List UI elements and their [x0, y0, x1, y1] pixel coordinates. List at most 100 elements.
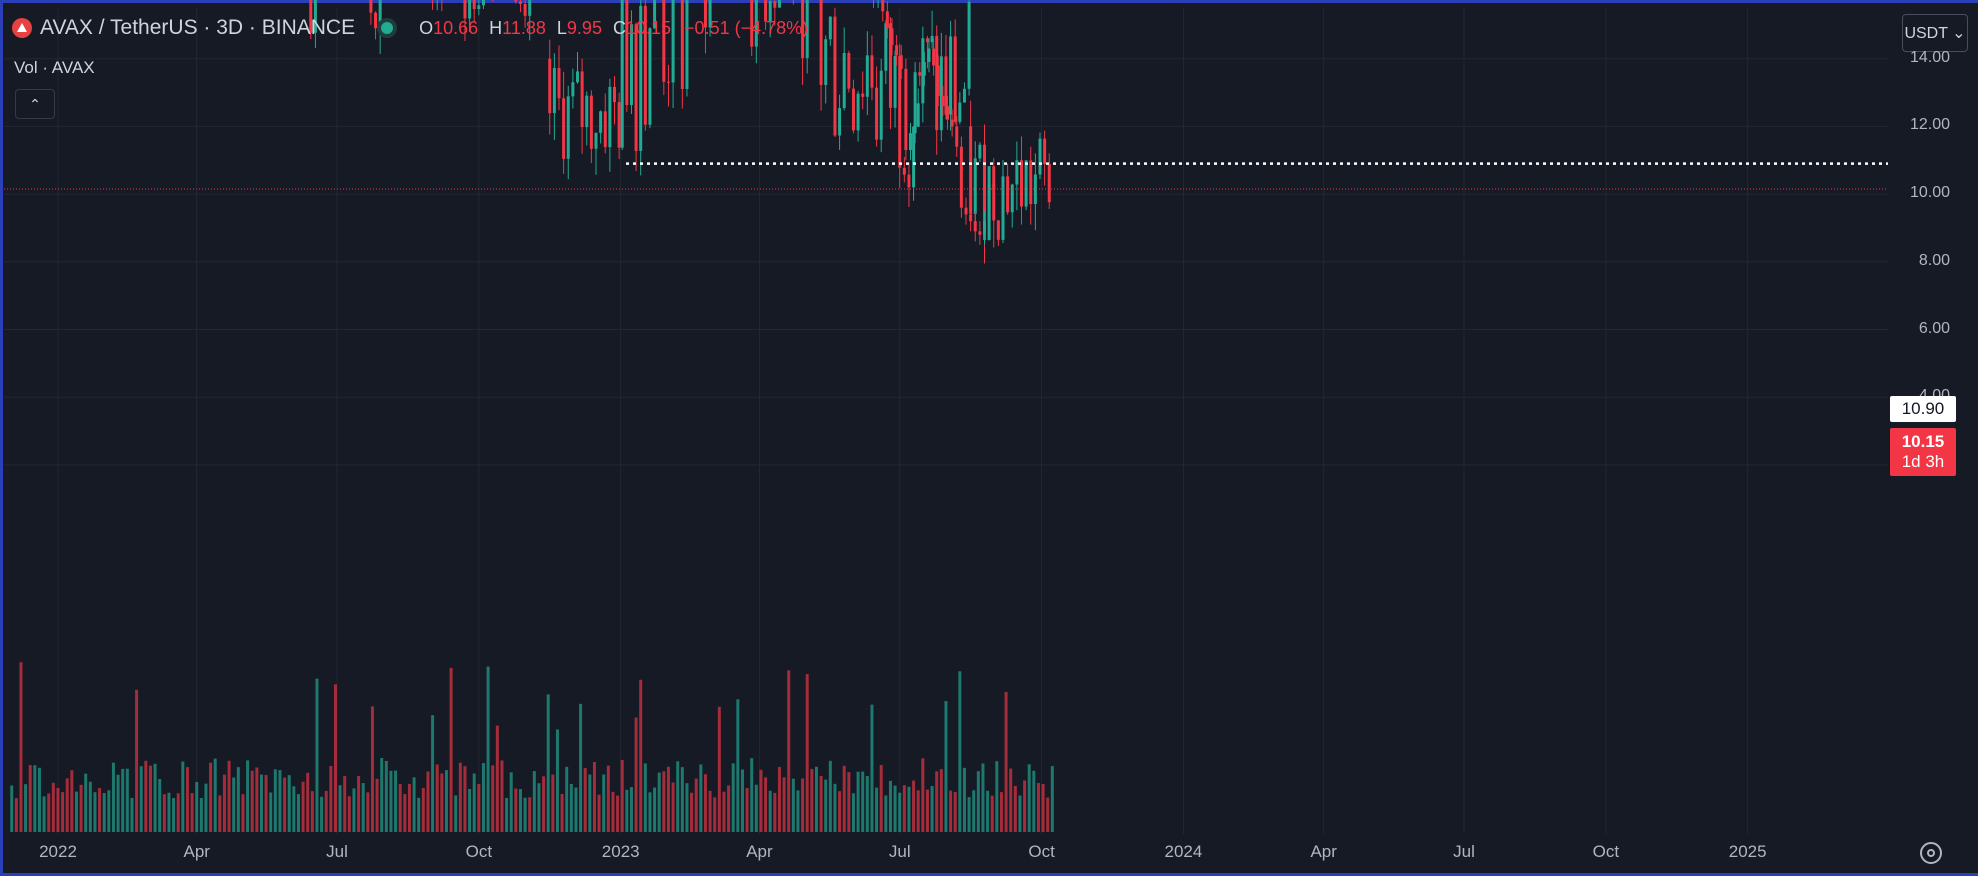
- candle-body: [879, 70, 883, 140]
- symbol-title[interactable]: AVAX / TetherUS · 3D · BINANCE: [40, 16, 356, 39]
- volume-bar: [671, 782, 675, 832]
- volume-bar: [366, 792, 370, 832]
- volume-bar: [153, 763, 157, 832]
- settings-icon[interactable]: [1920, 842, 1942, 864]
- volume-bar: [759, 769, 763, 832]
- volume-bar: [176, 793, 180, 832]
- candle-body: [847, 52, 851, 89]
- volume-bar: [306, 772, 310, 832]
- volume-bar: [435, 764, 439, 832]
- candle-body: [875, 87, 879, 140]
- chevron-up-icon: ⌃: [29, 95, 41, 112]
- candle-body: [953, 36, 957, 122]
- candle-body: [1001, 176, 1005, 240]
- candle-body: [528, 0, 532, 16]
- volume-bar: [287, 775, 291, 832]
- candle-body: [477, 5, 481, 9]
- volume-bar: [357, 776, 361, 832]
- volume-bar: [1041, 784, 1045, 832]
- volume-bar: [65, 778, 69, 832]
- candle-body: [634, 24, 638, 151]
- volume-bar: [986, 790, 990, 832]
- candle-body: [819, 0, 823, 85]
- volume-bar: [190, 793, 194, 832]
- candle-body: [992, 183, 996, 190]
- volume-bar: [514, 788, 518, 832]
- volume-bar: [463, 766, 467, 832]
- time-tick-label: Apr: [1310, 842, 1337, 861]
- volume-bar: [722, 791, 726, 832]
- volume-bar: [579, 703, 583, 832]
- volume-bar: [606, 765, 610, 832]
- candle-body: [927, 48, 931, 63]
- candle-body: [930, 35, 934, 43]
- volume-bar: [796, 790, 800, 832]
- candle-body: [805, 0, 809, 58]
- volume-bar: [750, 758, 754, 832]
- volume-bar: [935, 771, 939, 832]
- volume-bar: [717, 706, 721, 832]
- volume-bar: [555, 729, 559, 832]
- candle-body: [589, 95, 593, 149]
- bar-countdown: 1d 3h: [1901, 452, 1945, 471]
- volume-bar: [851, 793, 855, 832]
- volume-bar: [28, 765, 32, 832]
- collapse-legend-button[interactable]: ⌃: [15, 89, 55, 119]
- candle-body: [967, 1, 971, 89]
- volume-bar: [403, 794, 407, 832]
- volume-legend[interactable]: Vol · AVAX: [14, 58, 95, 77]
- volume-bar: [42, 796, 46, 832]
- volume-bar: [833, 783, 837, 832]
- candle-body: [1010, 184, 1014, 213]
- avax-logo-icon: [12, 18, 32, 38]
- candle-body: [603, 111, 607, 148]
- candle-body: [824, 39, 828, 85]
- volume-bar: [222, 774, 226, 832]
- candle-body: [865, 55, 869, 97]
- volume-bar: [953, 792, 957, 832]
- volume-bar: [611, 791, 615, 832]
- candle-body: [613, 86, 616, 103]
- volume-bar: [939, 769, 943, 832]
- volume-bar: [791, 778, 795, 832]
- volume-bar: [523, 797, 527, 832]
- volume-bar: [805, 674, 809, 832]
- candle-body: [888, 23, 892, 108]
- volume-bar: [542, 776, 546, 832]
- volume-bar: [273, 769, 277, 832]
- candle-body: [899, 55, 903, 69]
- time-tick-label: Oct: [1592, 842, 1620, 861]
- candle-body: [904, 68, 908, 151]
- candle-body: [708, 0, 712, 28]
- volume-bar: [801, 778, 805, 832]
- candle-body: [918, 72, 922, 76]
- candle-body: [580, 71, 584, 128]
- volume-bar: [135, 689, 139, 832]
- volume-bar: [505, 797, 509, 832]
- candle-body: [594, 132, 598, 149]
- candle-body: [949, 36, 953, 115]
- candle-body: [685, 0, 689, 89]
- volume-bar: [676, 761, 680, 832]
- volume-bar: [551, 774, 555, 832]
- candle-body: [884, 23, 888, 71]
- volume-bar: [888, 780, 892, 832]
- candle-body: [378, 0, 382, 29]
- volume-bar: [338, 785, 342, 832]
- candle-body: [671, 0, 675, 83]
- volume-bar: [486, 666, 490, 832]
- volume-bar: [1050, 766, 1054, 832]
- volume-bar: [116, 774, 120, 832]
- candle-body: [1015, 160, 1019, 185]
- volume-bar: [699, 764, 703, 832]
- candle-body: [1033, 174, 1037, 205]
- volume-bar: [916, 790, 920, 832]
- candle-body: [922, 62, 926, 76]
- currency-select[interactable]: USDT ⌄: [1902, 14, 1968, 52]
- volume-bar: [768, 790, 772, 832]
- open-value: 10.66: [433, 17, 479, 38]
- candle-body: [1038, 138, 1042, 175]
- volume-bar: [426, 771, 430, 832]
